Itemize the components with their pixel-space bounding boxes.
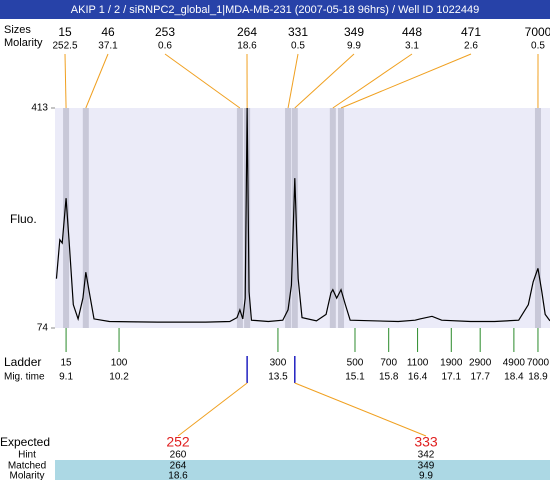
ladder-size: 300	[270, 358, 287, 369]
peak-size: 448	[402, 25, 422, 39]
peak-size: 331	[288, 25, 308, 39]
sizes-label: Sizes	[4, 24, 31, 36]
peak-band	[244, 108, 251, 328]
molarity-label: Molarity	[4, 37, 43, 49]
peak-size: 15	[58, 25, 72, 39]
peak-molarity: 0.5	[291, 41, 305, 52]
peak-leader	[287, 53, 299, 109]
hint-label: Hint	[18, 450, 36, 461]
ladder-size: 1900	[440, 358, 463, 369]
ladder-size: 4900	[503, 358, 526, 369]
peak-size: 264	[237, 25, 257, 39]
ladder-time: 15.1	[345, 372, 365, 383]
matched-value: 349	[418, 461, 435, 472]
plot-area	[55, 108, 550, 328]
peak-leader	[332, 53, 413, 109]
peak-band	[291, 108, 298, 328]
ladder-time: 13.5	[268, 372, 288, 383]
peak-size: 471	[461, 25, 481, 39]
matched-label: Matched	[8, 461, 46, 472]
peak-band	[329, 108, 336, 328]
peak-size: 349	[344, 25, 364, 39]
hint-value: 342	[418, 450, 435, 461]
ladder-size: 15	[61, 358, 73, 369]
expected-label: Expected	[0, 435, 50, 449]
peak-leader	[64, 53, 67, 109]
ladder-time: 18.9	[528, 372, 548, 383]
peak-leader	[294, 53, 355, 109]
molarity-row-label: Molarity	[9, 471, 44, 480]
peak-molarity: 3.1	[405, 41, 419, 52]
expected-value: 333	[414, 434, 438, 450]
ladder-size: 7000	[527, 358, 550, 369]
hint-value: 260	[170, 450, 187, 461]
matched-band	[55, 460, 550, 480]
expected-leader	[294, 382, 427, 437]
chart-title: AKIP 1 / 2 / siRNPC2_global_1|MDA-MB-231…	[71, 4, 479, 16]
peak-band	[285, 108, 292, 328]
peak-size: 7000	[525, 25, 550, 39]
peak-leader	[164, 53, 241, 109]
ladder-time: 15.8	[379, 372, 399, 383]
peak-leader	[85, 53, 109, 109]
peak-size: 253	[155, 25, 175, 39]
y-tick-label: 74	[37, 323, 49, 334]
ladder-size: 1100	[407, 358, 429, 369]
peak-band	[534, 108, 541, 328]
peak-molarity: 252.5	[52, 41, 77, 52]
peak-band	[236, 108, 243, 328]
mig-time-label: Mig. time	[4, 372, 45, 383]
ladder-time: 10.2	[109, 372, 129, 383]
expected-leader	[177, 382, 248, 437]
y-axis-label: Fluo.	[10, 212, 37, 226]
ladder-time: 16.4	[408, 372, 428, 383]
peak-molarity: 9.9	[347, 41, 361, 52]
ladder-time: 17.1	[442, 372, 462, 383]
y-tick-label: 413	[31, 103, 48, 114]
peak-band	[82, 108, 89, 328]
peak-molarity: 18.6	[237, 41, 257, 52]
peak-molarity: 0.6	[158, 41, 172, 52]
peak-band	[63, 108, 70, 328]
ladder-size: 500	[347, 358, 364, 369]
title-bar	[0, 0, 550, 19]
peak-band	[338, 108, 345, 328]
ladder-time: 9.1	[59, 372, 73, 383]
ladder-time: 18.4	[504, 372, 524, 383]
ladder-size: 100	[111, 358, 128, 369]
ladder-label: Ladder	[4, 355, 41, 369]
matched-value: 264	[170, 461, 187, 472]
expected-value: 252	[166, 434, 190, 450]
molarity-value: 18.6	[168, 471, 188, 480]
peak-molarity: 37.1	[98, 41, 118, 52]
ladder-size: 2900	[469, 358, 492, 369]
peak-molarity: 0.5	[531, 41, 545, 52]
peak-leader	[340, 53, 472, 109]
peak-size: 46	[101, 25, 115, 39]
ladder-size: 700	[380, 358, 397, 369]
peak-molarity: 2.6	[464, 41, 478, 52]
molarity-value: 9.9	[419, 471, 433, 480]
ladder-time: 17.7	[470, 372, 490, 383]
trace	[55, 107, 550, 323]
